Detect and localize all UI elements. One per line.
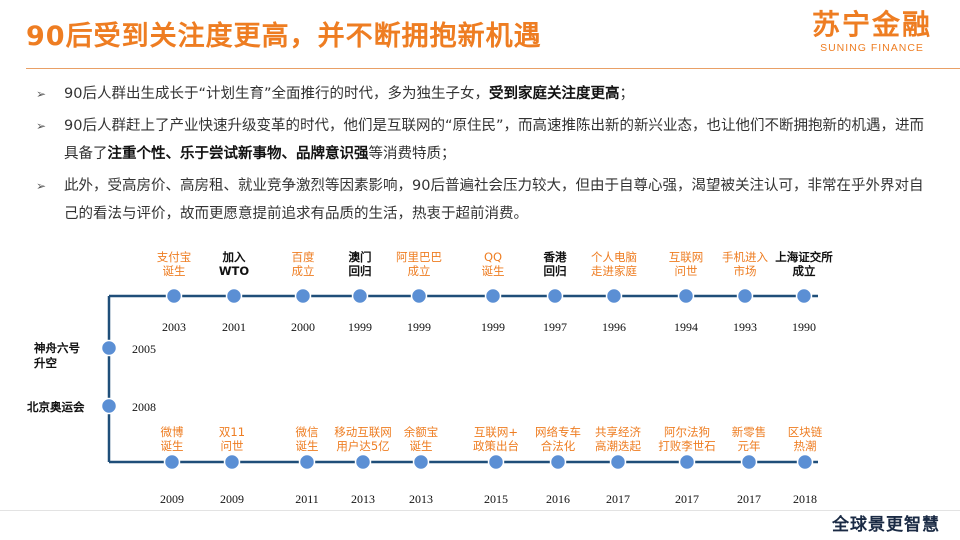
event-year: 1994 bbox=[674, 320, 698, 334]
timeline-dot bbox=[410, 287, 428, 305]
event-label: 微信 诞生 bbox=[295, 425, 319, 453]
timeline-dot bbox=[225, 287, 243, 305]
bullet-highlight: 受到家庭关注度更高 bbox=[488, 86, 620, 102]
event-year: 2003 bbox=[162, 320, 186, 334]
event-label: 支付宝 诞生 bbox=[156, 250, 192, 278]
event-label: 余额宝 诞生 bbox=[403, 425, 439, 453]
event-label: 共享经济 高潮迭起 bbox=[595, 425, 641, 453]
bullet-list: ➢ 90后人群出生成长于“计划生育”全面推行的时代，多为独生子女，受到家庭关注度… bbox=[36, 80, 926, 232]
event-year: 1993 bbox=[733, 320, 757, 334]
timeline-dot bbox=[100, 397, 118, 415]
event-year: 2009 bbox=[220, 492, 244, 506]
timeline-dot bbox=[294, 287, 312, 305]
event-label: 个人电脑 走进家庭 bbox=[591, 250, 637, 278]
event-year: 1990 bbox=[792, 320, 816, 334]
event-year: 1999 bbox=[407, 320, 431, 334]
timeline-dot bbox=[487, 453, 505, 471]
event-label: 网络专车 合法化 bbox=[535, 425, 581, 453]
arrow-bullet-icon: ➢ bbox=[36, 179, 47, 193]
event-label: 互联网 问世 bbox=[668, 250, 704, 278]
event-label: 移动互联网 用户达5亿 bbox=[334, 425, 392, 453]
bullet-text-end: ； bbox=[619, 86, 634, 102]
event-label: 加入 WTO bbox=[218, 250, 250, 278]
event-year: 1996 bbox=[602, 320, 626, 334]
footer-divider bbox=[0, 510, 960, 511]
suning-finance-logo: 苏宁金融 SUNING FINANCE bbox=[812, 8, 932, 54]
event-year: 1999 bbox=[481, 320, 505, 334]
timeline-dot bbox=[736, 287, 754, 305]
event-year: 1997 bbox=[543, 320, 567, 334]
timeline-dot bbox=[677, 287, 695, 305]
timeline-dot bbox=[795, 287, 813, 305]
arrow-bullet-icon: ➢ bbox=[36, 87, 47, 101]
timeline-dot bbox=[546, 287, 564, 305]
event-year: 2015 bbox=[484, 492, 508, 506]
event-year: 1999 bbox=[348, 320, 372, 334]
side-event-year: 2005 bbox=[132, 342, 156, 356]
event-label: 香港 回归 bbox=[543, 250, 567, 278]
timeline-dot bbox=[354, 453, 372, 471]
event-label: 阿尔法狗 打败李世石 bbox=[658, 425, 716, 453]
timeline-dot bbox=[165, 287, 183, 305]
timeline-dot bbox=[549, 453, 567, 471]
bullet-text: 90后人群出生成长于“计划生育”全面推行的时代，多为独生子女， bbox=[64, 86, 489, 102]
event-year: 2017 bbox=[675, 492, 699, 506]
event-label: 双11 问世 bbox=[218, 425, 246, 453]
arrow-bullet-icon: ➢ bbox=[36, 119, 47, 133]
timeline-dot bbox=[484, 287, 502, 305]
event-label: 微博 诞生 bbox=[160, 425, 184, 453]
event-year: 2013 bbox=[351, 492, 375, 506]
bullet-text-end: 等消费特质； bbox=[368, 146, 456, 162]
event-year: 2018 bbox=[793, 492, 817, 506]
timeline-dot bbox=[412, 453, 430, 471]
logo-en: SUNING FINANCE bbox=[820, 42, 924, 54]
bullet-highlight: 注重个性、乐于尝试新事物、品牌意识强 bbox=[107, 146, 369, 162]
event-label: 上海证交所 成立 bbox=[775, 250, 833, 278]
event-label: 新零售 元年 bbox=[731, 425, 767, 453]
timeline-dot bbox=[351, 287, 369, 305]
event-label: QQ 诞生 bbox=[481, 250, 505, 278]
timeline-dot bbox=[223, 453, 241, 471]
bullet-item: ➢ 90后人群赶上了产业快速升级变革的时代，他们是互联网的“原住民”，而高速推陈… bbox=[36, 112, 926, 168]
event-year: 2013 bbox=[409, 492, 433, 506]
watermark-logo: 全球景更智慧 bbox=[832, 515, 940, 535]
bullet-text: 90后人群赶上了产业快速升级变革的时代，他们是互联网的“原住民”，而高速推陈出新… bbox=[64, 118, 924, 162]
timeline-dot bbox=[740, 453, 758, 471]
side-event-label: 神舟六号 升空 bbox=[34, 341, 80, 370]
timeline-dot bbox=[605, 287, 623, 305]
logo-cn: 苏宁金融 bbox=[811, 8, 932, 41]
timeline-dot bbox=[298, 453, 316, 471]
timeline-dot bbox=[609, 453, 627, 471]
event-year: 2011 bbox=[295, 492, 319, 506]
event-year: 2001 bbox=[222, 320, 246, 334]
timeline-dot bbox=[163, 453, 181, 471]
event-label: 百度 成立 bbox=[291, 250, 315, 278]
title-divider bbox=[26, 68, 960, 69]
bullet-text: 此外，受高房价、高房租、就业竞争激烈等因素影响，90后普遍社会压力较大，但由于自… bbox=[64, 178, 924, 222]
bullet-item: ➢ 此外，受高房价、高房租、就业竞争激烈等因素影响，90后普遍社会压力较大，但由… bbox=[36, 172, 926, 228]
side-event-label: 北京奥运会 bbox=[27, 400, 85, 414]
event-label: 区块链 热潮 bbox=[787, 425, 823, 453]
page-title: 90后受到关注度更高，并不断拥抱新机遇 bbox=[26, 21, 542, 52]
timeline-dot bbox=[678, 453, 696, 471]
event-label: 互联网+ 政策出台 bbox=[473, 425, 519, 453]
event-label: 手机进入 市场 bbox=[722, 250, 768, 278]
bullet-item: ➢ 90后人群出生成长于“计划生育”全面推行的时代，多为独生子女，受到家庭关注度… bbox=[36, 80, 926, 108]
event-year: 2017 bbox=[606, 492, 630, 506]
timeline-dot bbox=[100, 339, 118, 357]
event-year: 2016 bbox=[546, 492, 570, 506]
event-label: 澳门 回归 bbox=[348, 250, 372, 278]
event-year: 2017 bbox=[737, 492, 761, 506]
event-year: 2000 bbox=[291, 320, 315, 334]
event-label: 阿里巴巴 成立 bbox=[396, 250, 442, 278]
side-event-year: 2008 bbox=[132, 400, 156, 414]
timeline-dot bbox=[796, 453, 814, 471]
event-year: 2009 bbox=[160, 492, 184, 506]
